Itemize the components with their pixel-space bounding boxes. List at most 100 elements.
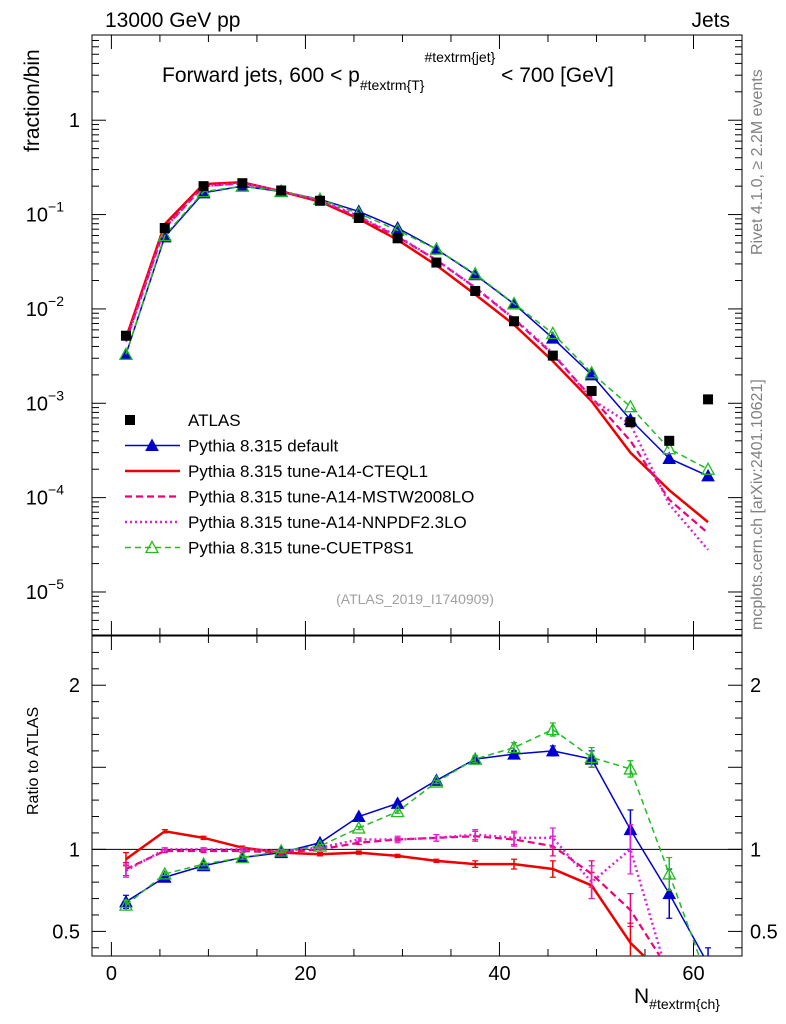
data-point (470, 285, 481, 296)
y-tick-exponent: −5 (48, 576, 64, 592)
series-point (701, 468, 715, 482)
legend-label: Pythia 8.315 tune-A14-MSTW2008LO (188, 488, 474, 507)
ratio-plot-frame (91, 635, 743, 957)
legend-label: Pythia 8.315 tune-CUETP8S1 (188, 539, 414, 558)
series-point (506, 296, 522, 310)
series-point (662, 886, 677, 900)
series-point (144, 540, 160, 554)
y-tick-exponent: −3 (48, 387, 64, 403)
series-point (390, 804, 405, 818)
series-point (662, 451, 677, 464)
data-point (431, 257, 442, 268)
ratio-line-1 (125, 829, 646, 956)
series-point (545, 722, 560, 736)
y-tick-labels: 110−110−210−310−410−5 (26, 110, 80, 604)
series-line-0 (125, 185, 709, 477)
ratio-tick-label-left: 0.5 (52, 921, 80, 943)
series-line-1 (124, 180, 709, 524)
series-point (145, 438, 159, 451)
x-tick-label: 60 (682, 963, 704, 985)
series-point (468, 266, 483, 280)
data-point (120, 330, 131, 341)
series-point (390, 796, 405, 809)
data-point (159, 223, 170, 234)
data-point (198, 181, 209, 192)
main-plot-frame (91, 34, 743, 636)
x-axis-label: N#textrm{ch} (634, 985, 720, 1012)
series-point (235, 850, 250, 864)
chart-title-subscript: #textrm{T} (360, 77, 425, 93)
legend: ATLAS Pythia 8.315 default Pythia 8.315 tu… (125, 411, 474, 558)
series-point (662, 866, 677, 880)
analysis-reference: (ATLAS_2019_I1740909) (336, 591, 494, 607)
series-point (700, 461, 716, 475)
y-tick-exponent: −4 (48, 482, 64, 498)
y-tick-base: 10 (26, 205, 48, 227)
x-tick-label: 20 (294, 963, 316, 985)
chart-title: Forward jets, 600 < p#textrm{T} #textrm{j… (162, 49, 614, 93)
data-point (586, 385, 597, 396)
data-point (276, 185, 287, 196)
y-tick-label: 10−5 (26, 576, 64, 604)
series-point (662, 441, 677, 455)
ratio-series-layer (118, 722, 712, 956)
chart-title-prefix: Forward jets, 600 < p (162, 64, 360, 87)
y-tick-base: 10 (26, 582, 48, 604)
series-line-2 (124, 182, 709, 535)
data-point (664, 435, 675, 446)
main-series-layer (118, 178, 716, 551)
series-point (545, 743, 560, 757)
y-tick-label: 1 (69, 110, 80, 132)
series-point (584, 750, 599, 764)
ratio-line-0 (125, 750, 705, 956)
series-point (312, 838, 328, 852)
y-tick-base: 10 (26, 299, 48, 321)
y-tick-base: 10 (26, 393, 48, 415)
ratio-line-2 (125, 835, 662, 956)
y-tick-label: 10−2 (26, 293, 64, 321)
data-point (547, 350, 558, 361)
chart-title-suffix: < 700 [GeV] (495, 64, 614, 87)
header-left: 13000 GeV pp (105, 9, 240, 32)
series-point (623, 761, 638, 775)
series-point (429, 774, 444, 788)
data-point (392, 233, 403, 244)
series-line-3 (124, 181, 709, 551)
x-tick-label: 40 (488, 963, 510, 985)
chart-title-superscript: #textrm{jet} (424, 49, 495, 65)
series-point (157, 866, 172, 880)
data-point (625, 417, 636, 428)
series-point (429, 241, 444, 255)
series-point (584, 367, 599, 381)
y-tick-label: 10−3 (26, 387, 64, 415)
legend-label: Pythia 8.315 default (188, 437, 339, 456)
series-point (584, 365, 599, 379)
series-point (351, 809, 366, 823)
y-tick-exponent: −2 (48, 293, 64, 309)
series-point (274, 843, 289, 857)
axis-ticks (92, 34, 742, 956)
series-point (196, 856, 211, 870)
x-tick-labels: 0 20 40 60 (106, 963, 705, 985)
data-point (237, 178, 248, 189)
series-point (468, 751, 483, 765)
data-point (509, 316, 520, 327)
ratio-tick-label-right: 1 (750, 839, 761, 861)
y-tick-base: 10 (26, 488, 48, 510)
ratio-tick-label-left: 2 (69, 675, 80, 697)
ratio-tick-labels: 0.5 0.5 1 1 2 2 (52, 675, 778, 943)
series-point (351, 820, 366, 834)
ratio-tick-label-right: 0.5 (750, 921, 778, 943)
series-point (506, 740, 522, 754)
y-tick-exponent: −1 (48, 199, 64, 215)
y-tick-label: 10−1 (26, 199, 64, 227)
series-point (545, 331, 560, 344)
data-point (314, 195, 325, 206)
legend-label: Pythia 8.315 tune-A14-CTEQL1 (188, 462, 428, 481)
x-axis-label-subscript: #textrm{ch} (649, 996, 720, 1012)
series-point (157, 228, 172, 242)
series-point (507, 747, 521, 760)
mcplots-credit-label: mcplots.cern.ch [arXiv:2401.10621] (749, 379, 766, 630)
series-line-4 (125, 185, 709, 470)
